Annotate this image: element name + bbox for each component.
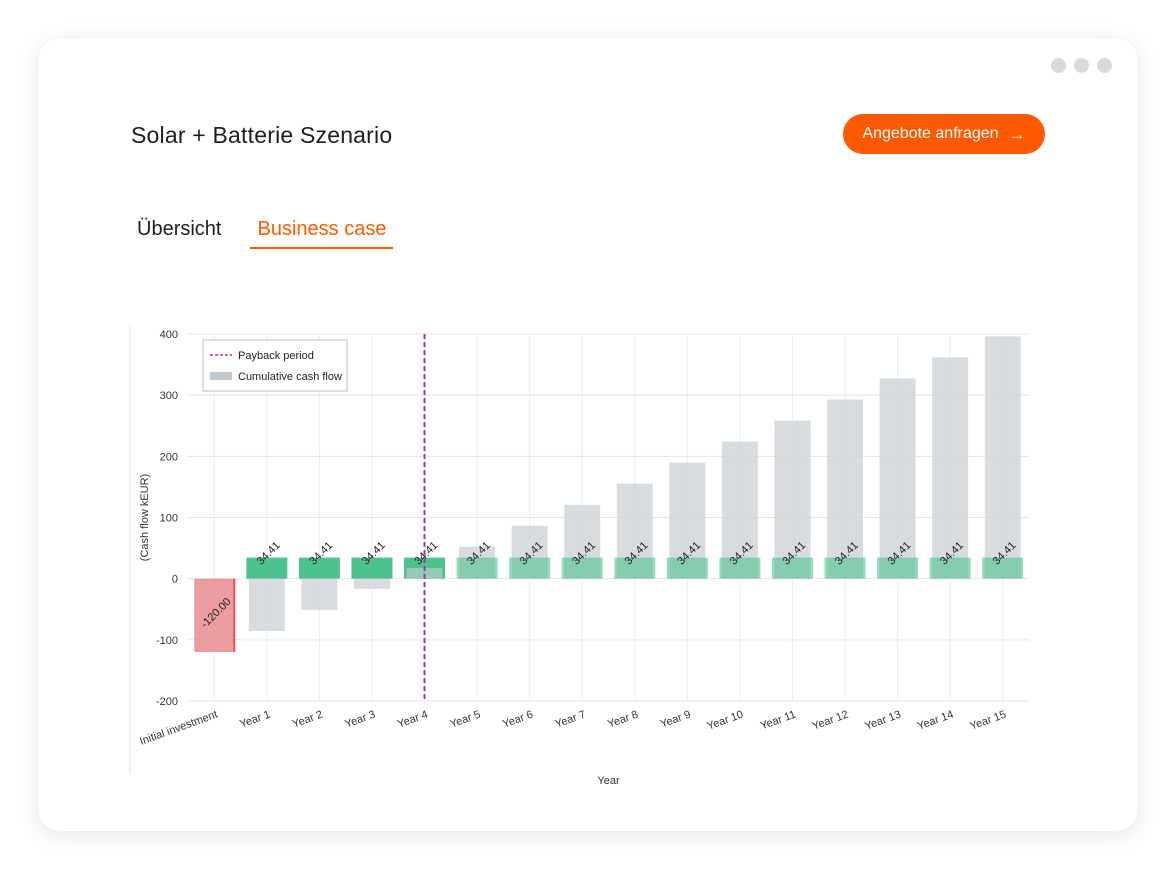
dot-icon xyxy=(1074,58,1089,73)
x-tick-label: Year 7 xyxy=(554,709,588,731)
x-tick-label: Year 15 xyxy=(968,709,1007,733)
x-tick-label: Year 5 xyxy=(449,709,483,731)
cumulative-bar xyxy=(301,578,338,610)
cumulative-bar xyxy=(984,336,1021,579)
cumulative-bar xyxy=(248,578,285,632)
cumulative-bar xyxy=(774,420,811,579)
y-tick-label: 300 xyxy=(160,390,178,402)
y-tick-label: -200 xyxy=(156,696,178,708)
cash-flow-bar xyxy=(719,557,761,579)
cumulative-bar xyxy=(353,578,390,589)
x-tick-label: Year 3 xyxy=(343,709,377,731)
cash-flow-bar xyxy=(351,557,393,579)
legend-label: Payback period xyxy=(238,350,314,362)
cumulative-bar xyxy=(932,357,969,579)
cash-flow-bar xyxy=(824,557,866,579)
cash-flow-bar xyxy=(771,557,813,579)
cumulative-bar xyxy=(827,399,864,579)
tab-bar: Übersicht Business case xyxy=(137,218,394,249)
cumulative-bar xyxy=(721,441,758,579)
cumulative-bar xyxy=(406,567,443,579)
cumulative-bar xyxy=(879,378,916,579)
cash-flow-bar xyxy=(509,557,551,579)
y-tick-label: 0 xyxy=(172,574,178,586)
cash-flow-bar xyxy=(194,578,235,653)
x-tick-label: Initial investment xyxy=(138,709,219,748)
y-tick-label: 200 xyxy=(160,451,178,463)
cash-flow-bar xyxy=(929,557,971,579)
y-tick-label: 100 xyxy=(160,513,178,525)
y-tick-label: 400 xyxy=(160,329,178,341)
dot-icon xyxy=(1051,58,1066,73)
window-dots[interactable] xyxy=(1051,58,1112,73)
x-tick-label: Year 14 xyxy=(916,709,955,733)
x-tick-label: Year 4 xyxy=(396,709,430,731)
y-tick-label: -100 xyxy=(156,635,178,647)
x-tick-label: Year 1 xyxy=(238,709,272,731)
y-axis-title: (Cash flow kEUR) xyxy=(139,474,151,561)
x-tick-label: Year 8 xyxy=(606,709,640,731)
cash-flow-bar xyxy=(614,557,656,579)
legend-label: Cumulative cash flow xyxy=(238,371,342,383)
x-tick-label: Year 2 xyxy=(291,709,325,731)
request-offers-label: Angebote anfragen xyxy=(862,125,999,142)
x-tick-label: Year 12 xyxy=(811,709,850,733)
cash-flow-bar xyxy=(666,557,708,579)
x-tick-label: Year 9 xyxy=(659,709,693,731)
card: Solar + Batterie Szenario Angebote anfra… xyxy=(38,38,1138,831)
tab-business-case[interactable]: Business case xyxy=(250,218,394,249)
x-tick-label: Year 6 xyxy=(501,709,535,731)
cash-flow-bar xyxy=(877,557,919,579)
legend-cumulative-swatch xyxy=(210,372,232,380)
x-tick-label: Year 13 xyxy=(863,709,902,733)
cash-flow-bar xyxy=(561,557,603,579)
cash-flow-chart: -200 -100 0 100 200 300 400 -120.00 34.41 34.41 34… xyxy=(126,318,1056,823)
x-tick-label: Year 11 xyxy=(759,709,798,733)
tab-overview[interactable]: Übersicht xyxy=(137,218,222,240)
x-axis-title: Year xyxy=(597,775,620,787)
dot-icon xyxy=(1097,58,1112,73)
cash-flow-bar xyxy=(298,557,340,579)
cash-flow-bar xyxy=(246,557,288,579)
arrow-right-icon: → xyxy=(1008,124,1026,144)
page-title: Solar + Batterie Szenario xyxy=(131,122,393,148)
cash-flow-bar xyxy=(982,557,1024,579)
x-tick-label: Year 10 xyxy=(706,709,745,733)
request-offers-button[interactable]: Angebote anfragen → xyxy=(843,114,1045,154)
legend-box xyxy=(202,339,348,392)
cash-flow-bar xyxy=(456,557,498,579)
